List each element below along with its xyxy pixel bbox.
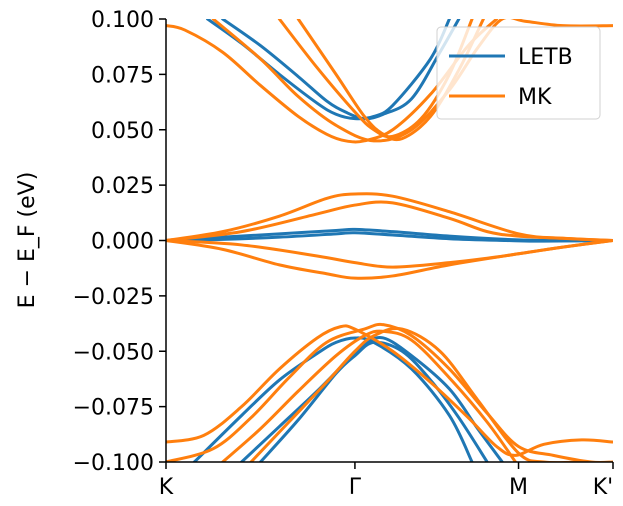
x-tick-label: K' — [593, 475, 613, 500]
y-tick-label: 0.000 — [91, 230, 154, 255]
band-line — [192, 336, 474, 462]
band-line — [166, 231, 613, 243]
y-tick-label: −0.025 — [73, 285, 154, 310]
y-ticks: 0.100 0.075 0.050 0.025 0.000 −0.025 −0.050 −0.… — [73, 8, 166, 476]
band-line — [166, 239, 613, 269]
band-line — [166, 19, 499, 144]
band-line — [249, 326, 584, 462]
band-line — [211, 19, 613, 143]
y-tick-label: −0.050 — [73, 340, 154, 365]
band-line — [221, 329, 518, 462]
y-tick-label: −0.075 — [73, 396, 154, 421]
x-ticks: K Γ M K' — [159, 462, 614, 500]
x-tick-label: K — [159, 475, 174, 500]
band-line — [258, 340, 489, 462]
series-mk — [166, 19, 613, 462]
legend-label-letb: LETB — [518, 45, 573, 70]
x-tick-label: M — [509, 475, 528, 500]
band-line — [166, 239, 613, 280]
y-tick-label: 0.025 — [91, 174, 154, 199]
band-lines — [166, 19, 613, 462]
y-tick-label: 0.050 — [91, 119, 154, 144]
y-axis-label: E − E_F (eV) — [15, 172, 40, 309]
y-tick-label: −0.100 — [73, 451, 154, 476]
band-line — [166, 200, 613, 242]
x-tick-label: Γ — [349, 475, 362, 500]
legend: LETB MK — [436, 26, 601, 120]
y-tick-label: 0.100 — [91, 8, 154, 33]
band-line — [221, 19, 461, 121]
legend-label-mk: MK — [518, 85, 552, 110]
y-tick-label: 0.075 — [91, 63, 154, 88]
band-line — [166, 324, 613, 457]
